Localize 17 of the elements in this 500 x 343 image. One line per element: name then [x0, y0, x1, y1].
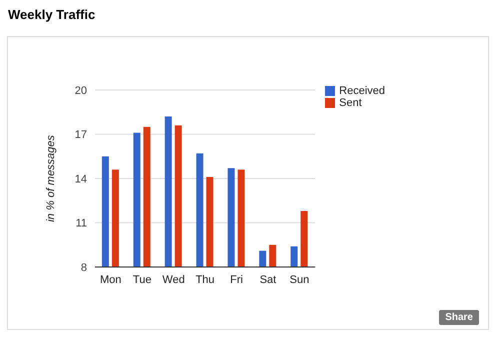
x-tick-label: Mon — [100, 274, 122, 286]
y-tick-label: 8 — [80, 262, 87, 274]
legend-label: Received — [339, 85, 385, 97]
x-tick-label: Fri — [230, 274, 243, 286]
share-button: Share — [439, 310, 479, 325]
y-tick-label: 20 — [74, 84, 87, 97]
y-tick-label: 17 — [74, 129, 87, 142]
x-tick-label: Sat — [260, 274, 276, 286]
x-tick-label: Thu — [196, 274, 215, 286]
y-tick-label: 14 — [74, 173, 87, 186]
legend-label: Sent — [339, 97, 362, 109]
x-tick-label: Tue — [132, 274, 152, 286]
y-axis-title: in % of messages — [44, 134, 57, 222]
x-tick-label: Wed — [162, 274, 185, 286]
chart-title: Weekly Traffic — [8, 7, 96, 22]
y-tick-label: 11 — [76, 218, 87, 230]
x-tick-label: Sun — [290, 274, 310, 286]
